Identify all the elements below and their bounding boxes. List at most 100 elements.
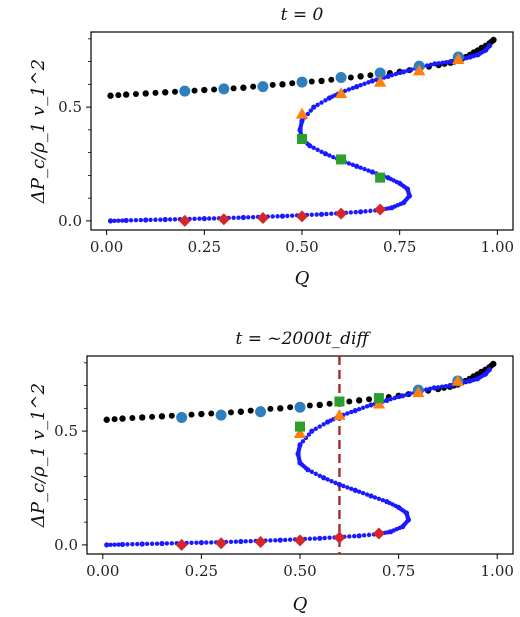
data-point-star-interp — [392, 395, 397, 401]
data-point-star-interp — [108, 542, 113, 547]
data-point-star-interp — [192, 216, 197, 222]
data-point-star-interp — [125, 542, 130, 547]
data-point-star-interp — [323, 98, 328, 103]
data-point-triangle — [412, 386, 425, 398]
data-point-star-interp — [309, 469, 315, 474]
data-point-circle — [179, 85, 191, 97]
data-point-star-interp — [397, 70, 402, 76]
data-point-diamond — [294, 534, 306, 547]
axis-ticks: 0.00 0.25 0.50 0.75 1.00 0.0 0.5 — [58, 38, 514, 256]
data-point-star-interp — [353, 209, 358, 215]
data-point-star-interp — [389, 73, 395, 78]
data-point-star — [368, 402, 374, 408]
data-point-star-interp — [408, 391, 413, 396]
data-point-star-interp — [299, 462, 305, 467]
data-point-star-interp — [436, 61, 441, 66]
data-point-circle — [215, 409, 227, 421]
data-point-star — [107, 218, 114, 224]
data-point-star-interp — [397, 525, 402, 531]
data-point-star-interp — [387, 500, 392, 506]
data-point-star-interp — [153, 217, 158, 222]
data-point-dot — [355, 397, 363, 404]
x-tick-label: 0.50 — [285, 238, 318, 256]
data-point-dot-interp — [326, 400, 333, 407]
x-axis-label: Q — [293, 594, 308, 615]
data-point-square — [336, 154, 347, 165]
data-point-star-interp — [350, 162, 355, 168]
data-point-star-interp — [404, 512, 410, 517]
data-point-star-interp — [350, 85, 355, 91]
data-point-star-interp — [319, 149, 324, 154]
data-point-star-interp — [194, 540, 199, 545]
data-point-star-interp — [486, 368, 491, 373]
data-point-star-interp — [346, 161, 352, 166]
data-point-star-interp — [364, 492, 370, 497]
data-point-star — [318, 211, 325, 217]
data-point-circle — [218, 83, 230, 95]
data-point-star-interp — [312, 536, 317, 541]
data-point-star — [399, 393, 406, 399]
data-point-star — [143, 217, 149, 223]
data-point-star-interp — [321, 422, 326, 427]
data-point-star-interp — [313, 471, 318, 476]
data-point-star — [384, 397, 390, 403]
data-point-star — [159, 540, 165, 547]
data-point-dot-interp — [347, 74, 354, 81]
data-point-star-interp — [329, 211, 334, 216]
data-point-star-interp — [444, 59, 449, 65]
data-point-star-interp — [285, 213, 290, 219]
data-point-dot-interp — [152, 89, 159, 96]
data-point-star — [317, 535, 323, 541]
data-point-star-interp — [366, 532, 372, 538]
data-point-star-interp — [366, 168, 371, 173]
data-point-star — [432, 61, 438, 67]
data-point-star-interp — [167, 217, 173, 222]
data-point-star-interp — [298, 129, 303, 135]
data-point-star-interp — [399, 182, 404, 187]
data-point-star-interp — [154, 541, 160, 546]
data-point-dot — [237, 408, 245, 415]
data-point-star-interp — [424, 387, 429, 392]
data-point-dot — [277, 405, 284, 412]
data-point-star-interp — [358, 165, 363, 170]
data-point-star-interp — [300, 439, 306, 444]
data-point-star — [336, 481, 343, 488]
y-tick-label: 0.0 — [58, 212, 82, 230]
data-point-star-interp — [464, 379, 469, 384]
data-point-star-interp — [380, 498, 386, 503]
data-point-star — [240, 214, 246, 221]
x-tick-label: 0.00 — [86, 562, 119, 580]
data-point-star — [358, 209, 364, 215]
data-point-star-interp — [250, 214, 256, 220]
data-point-dot-interp — [346, 398, 353, 405]
data-point-dot — [318, 77, 325, 85]
data-point-star-interp — [305, 111, 311, 117]
data-point-star-interp — [372, 495, 378, 500]
data-point-star-interp — [204, 540, 209, 545]
data-point-star-interp — [231, 215, 236, 221]
data-point-star-interp — [138, 217, 144, 223]
data-point-star — [139, 541, 145, 547]
data-point-star-interp — [385, 530, 390, 535]
data-point-star-interp — [376, 496, 382, 502]
data-point-diamond — [335, 207, 348, 220]
data-point-star-interp — [388, 397, 393, 402]
data-point-dot-interp — [111, 416, 118, 423]
data-point-star-interp — [120, 218, 125, 223]
data-point-circle — [335, 72, 347, 84]
data-point-star-interp — [322, 535, 327, 541]
data-point-star-interp — [283, 537, 288, 543]
data-point-star-interp — [424, 63, 430, 68]
data-point-star-interp — [309, 212, 314, 217]
data-point-dot-interp — [188, 411, 195, 418]
data-point-star-interp — [306, 432, 312, 437]
data-point-star-interp — [148, 217, 153, 223]
data-point-diamond — [333, 531, 346, 544]
data-point-dot — [103, 416, 110, 423]
data-point-circle — [374, 67, 386, 79]
data-point-dot — [316, 401, 323, 409]
data-point-star — [368, 493, 374, 499]
data-point-dot-interp — [366, 396, 373, 403]
data-point-star-interp — [248, 538, 253, 544]
data-point-star-interp — [329, 478, 334, 484]
